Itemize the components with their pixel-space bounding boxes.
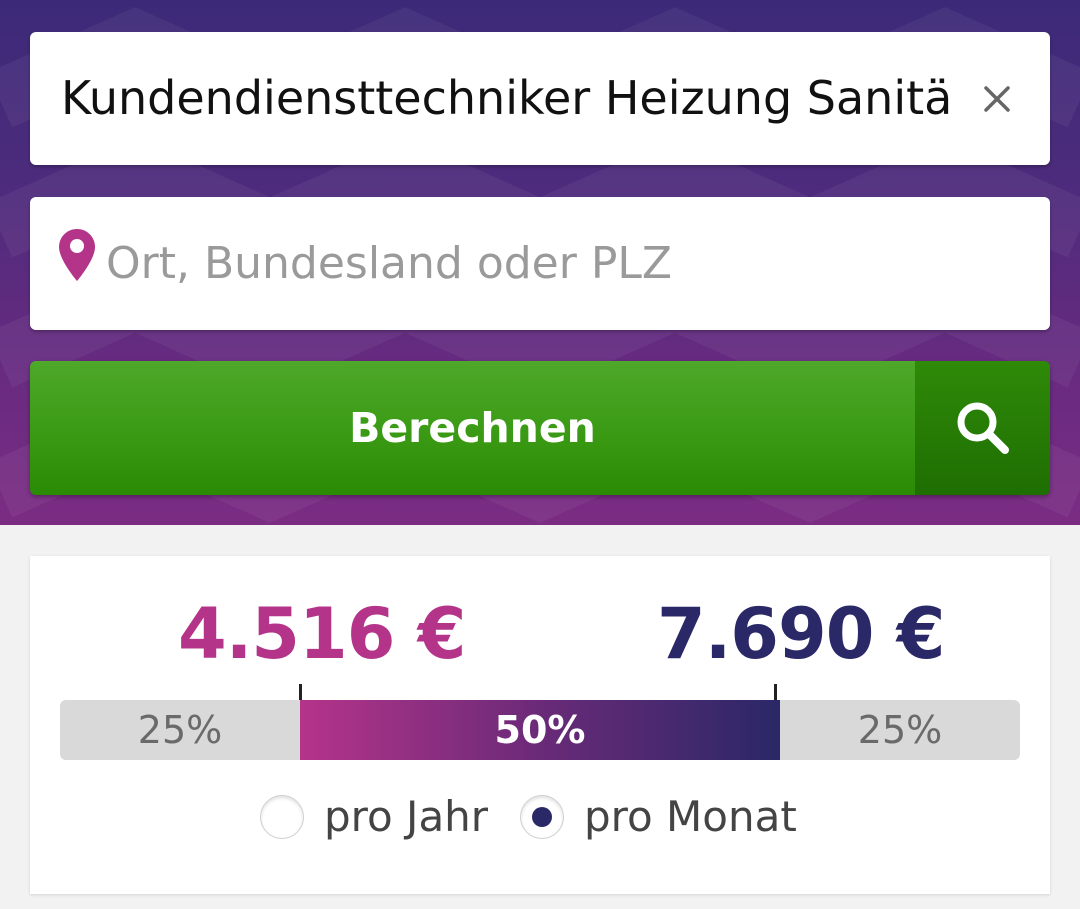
period-option-month[interactable]: pro Monat (520, 792, 797, 841)
distribution-middle-range: 50% (300, 700, 780, 760)
search-icon (957, 402, 1009, 454)
search-header: Kundendiensttechniker Heizung Sanitär Be… (0, 0, 1080, 525)
range-marker-low (299, 684, 302, 702)
salary-high-value: 7.690 € (657, 593, 945, 675)
calculate-button-label: Berechnen (349, 404, 596, 452)
close-icon (984, 86, 1010, 112)
distribution-upper-quartile: 25% (857, 708, 943, 752)
search-button[interactable] (915, 361, 1050, 495)
radio-selected-dot (532, 806, 552, 827)
period-option-year[interactable]: pro Jahr (260, 792, 488, 841)
salary-distribution-bar: 25% 50% 25% (60, 700, 1020, 760)
distribution-lower-quartile: 25% (137, 708, 223, 752)
map-pin-icon (59, 229, 95, 281)
location-input[interactable] (106, 217, 1006, 310)
radio-month[interactable] (520, 794, 564, 839)
location-field[interactable] (30, 197, 1050, 330)
job-title-field[interactable]: Kundendiensttechniker Heizung Sanitär (30, 32, 1050, 165)
period-month-label: pro Monat (584, 792, 797, 841)
calculate-button[interactable]: Berechnen (30, 361, 1050, 495)
radio-year[interactable] (260, 794, 304, 839)
period-year-label: pro Jahr (324, 792, 489, 841)
salary-low-value: 4.516 € (178, 593, 466, 675)
salary-result-card: 4.516 € 7.690 € 25% 50% 25% pro Jahr pro… (30, 556, 1050, 894)
clear-button[interactable] (974, 76, 1020, 122)
calculate-button-main[interactable]: Berechnen (30, 361, 915, 495)
job-title-input[interactable]: Kundendiensttechniker Heizung Sanitär (61, 71, 951, 125)
range-marker-high (774, 684, 777, 702)
